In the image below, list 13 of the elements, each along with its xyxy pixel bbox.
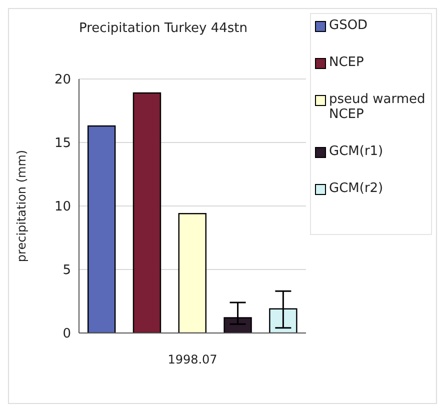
y-tick-label: 5 [62, 263, 71, 278]
legend-label: GSOD [329, 18, 368, 33]
legend-label: NCEP [329, 55, 364, 70]
chart-title: Precipitation Turkey 44stn [79, 21, 248, 36]
x-tick-label: 1998.07 [168, 352, 218, 367]
y-tick-label: 15 [54, 136, 71, 152]
legend-label: GCM(r2) [329, 181, 384, 196]
legend-label: GCM(r1) [329, 144, 384, 159]
y-tick-label: 0 [62, 326, 71, 342]
y-tick-label: 10 [54, 200, 71, 215]
legend-label: pseud warmed NCEP [329, 92, 426, 122]
y-tick-label: 20 [54, 72, 71, 88]
y-axis-title: precipitation (mm) [14, 150, 28, 262]
